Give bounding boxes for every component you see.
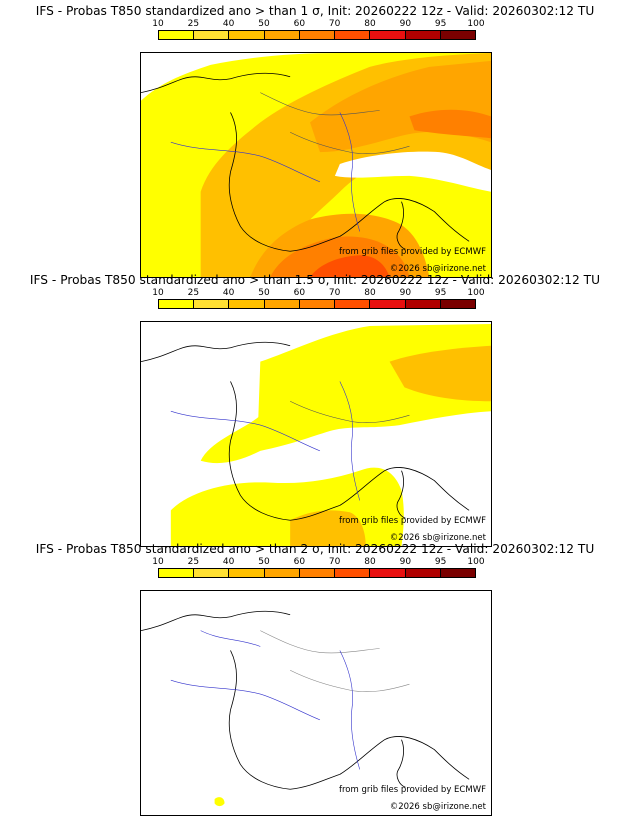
colorbar-segment xyxy=(159,569,195,577)
copyright-credit: ©2026 sb@irizone.net xyxy=(389,802,486,812)
panel-title: IFS - Probas T850 standardized ano > tha… xyxy=(35,542,595,556)
copyright-credit: ©2026 sb@irizone.net xyxy=(389,533,486,543)
colorbar-tick-label: 40 xyxy=(222,288,235,298)
panel-1: IFS - Probas T850 standardized ano > tha… xyxy=(0,4,630,279)
source-credit: from grib files provided by ECMWF xyxy=(339,516,486,526)
colorbar-segment xyxy=(194,31,230,39)
colorbar-tick-label: 80 xyxy=(364,19,376,29)
colorbar-segment xyxy=(299,569,336,577)
colorbar xyxy=(158,568,476,578)
colorbar-segment xyxy=(264,31,300,39)
colorbar-segment xyxy=(194,569,230,577)
colorbar-segment xyxy=(335,300,371,308)
panel-title: IFS - Probas T850 standardized ano > tha… xyxy=(29,273,601,287)
colorbar-segment xyxy=(405,31,441,39)
colorbar-segment xyxy=(229,569,265,577)
source-credit: from grib files provided by ECMWF xyxy=(339,785,486,795)
colorbar-segment xyxy=(370,569,406,577)
colorbar-tick-label: 90 xyxy=(399,557,412,567)
map-graphic xyxy=(141,610,470,807)
probability-map: from grib files provided by ECMWF ©2026 … xyxy=(140,321,492,547)
colorbar-segment xyxy=(264,569,300,577)
colorbar-tick-label: 95 xyxy=(434,19,447,29)
map-graphic xyxy=(141,323,491,546)
probability-map: from grib files provided by ECMWF ©2026 … xyxy=(140,52,492,278)
panel-3: IFS - Probas T850 standardized ano > tha… xyxy=(0,542,630,817)
colorbar-tick-label: 90 xyxy=(399,19,412,29)
colorbar-tick-label: 90 xyxy=(399,288,412,298)
colorbar-tick-label: 60 xyxy=(293,288,306,298)
colorbar-tick-label: 100 xyxy=(467,19,485,29)
colorbar-tick-label: 70 xyxy=(328,288,341,298)
copyright-credit: ©2026 sb@irizone.net xyxy=(389,264,486,274)
colorbar-tick-label: 70 xyxy=(328,19,341,29)
colorbar-segment xyxy=(264,300,300,308)
colorbar-segment xyxy=(440,300,475,308)
colorbar-segment xyxy=(335,31,371,39)
colorbar-segment xyxy=(440,569,475,577)
colorbar-segment xyxy=(229,300,265,308)
colorbar-tick-label: 60 xyxy=(293,557,306,567)
colorbar-segment xyxy=(405,569,441,577)
colorbar-segment xyxy=(440,31,475,39)
source-credit: from grib files provided by ECMWF xyxy=(339,247,486,257)
colorbar-tick-label: 60 xyxy=(293,19,306,29)
colorbar-ticks: 10 25 40 50 60 70 80 90 95 100 xyxy=(152,18,484,30)
colorbar-ticks: 10 25 40 50 60 70 80 90 95 100 xyxy=(152,556,484,568)
colorbar-segment xyxy=(229,31,265,39)
colorbar-tick-label: 50 xyxy=(258,288,270,298)
colorbar-tick-label: 10 xyxy=(152,288,164,298)
colorbar-tick-label: 100 xyxy=(467,288,485,298)
colorbar-segment xyxy=(370,300,406,308)
colorbar-tick-label: 10 xyxy=(152,19,164,29)
colorbar-segment xyxy=(194,300,230,308)
colorbar-tick-label: 25 xyxy=(187,288,200,298)
colorbar-segment xyxy=(159,300,195,308)
colorbar-tick-label: 40 xyxy=(222,557,235,567)
colorbar-tick-label: 95 xyxy=(434,557,447,567)
colorbar-tick-label: 25 xyxy=(187,19,200,29)
probability-map: from grib files provided by ECMWF ©2026 … xyxy=(140,590,492,816)
colorbar-segment xyxy=(405,300,441,308)
map-graphic xyxy=(141,53,491,277)
colorbar xyxy=(158,299,476,309)
colorbar-tick-label: 100 xyxy=(467,557,485,567)
colorbar-tick-label: 40 xyxy=(222,19,235,29)
colorbar-tick-label: 50 xyxy=(258,557,270,567)
colorbar xyxy=(158,30,476,40)
colorbar-segment xyxy=(299,300,336,308)
panel-title: IFS - Probas T850 standardized ano > tha… xyxy=(35,4,595,18)
colorbar-segment xyxy=(370,31,406,39)
panel-2: IFS - Probas T850 standardized ano > tha… xyxy=(0,273,630,548)
colorbar-segment xyxy=(159,31,195,39)
colorbar-ticks: 10 25 40 50 60 70 80 90 95 100 xyxy=(152,287,484,299)
colorbar-tick-label: 10 xyxy=(152,557,164,567)
colorbar-tick-label: 95 xyxy=(434,288,447,298)
colorbar-segment xyxy=(299,31,336,39)
colorbar-tick-label: 50 xyxy=(258,19,270,29)
colorbar-tick-label: 70 xyxy=(328,557,341,567)
colorbar-segment xyxy=(335,569,371,577)
colorbar-tick-label: 25 xyxy=(187,557,200,567)
colorbar-tick-label: 80 xyxy=(364,288,376,298)
colorbar-tick-label: 80 xyxy=(364,557,376,567)
